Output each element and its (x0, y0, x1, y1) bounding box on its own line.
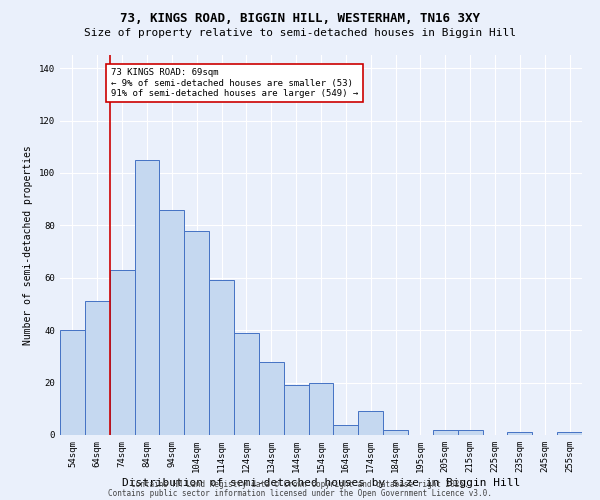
Bar (308, 382, 334, 435)
Bar (234, 333, 259, 435)
Bar (60, 330, 85, 435)
Bar (134, 160, 160, 435)
Bar (358, 412, 383, 435)
Y-axis label: Number of semi-detached properties: Number of semi-detached properties (23, 145, 34, 345)
Bar (259, 362, 284, 435)
Bar (383, 430, 408, 435)
X-axis label: Distribution of semi-detached houses by size in Biggin Hill: Distribution of semi-detached houses by … (122, 478, 520, 488)
Bar (160, 210, 184, 435)
Bar (433, 430, 458, 435)
Bar (284, 385, 308, 435)
Bar (184, 230, 209, 435)
Text: Size of property relative to semi-detached houses in Biggin Hill: Size of property relative to semi-detach… (84, 28, 516, 38)
Bar (458, 430, 482, 435)
Text: 73, KINGS ROAD, BIGGIN HILL, WESTERHAM, TN16 3XY: 73, KINGS ROAD, BIGGIN HILL, WESTERHAM, … (120, 12, 480, 26)
Bar (85, 302, 110, 435)
Bar (557, 432, 582, 435)
Text: Contains HM Land Registry data © Crown copyright and database right 2025.: Contains HM Land Registry data © Crown c… (131, 480, 469, 489)
Bar (209, 280, 234, 435)
Bar (110, 270, 134, 435)
Text: 73 KINGS ROAD: 69sqm
← 9% of semi-detached houses are smaller (53)
91% of semi-d: 73 KINGS ROAD: 69sqm ← 9% of semi-detach… (111, 68, 358, 98)
Text: Contains public sector information licensed under the Open Government Licence v3: Contains public sector information licen… (108, 488, 492, 498)
Bar (508, 432, 532, 435)
Bar (334, 424, 358, 435)
